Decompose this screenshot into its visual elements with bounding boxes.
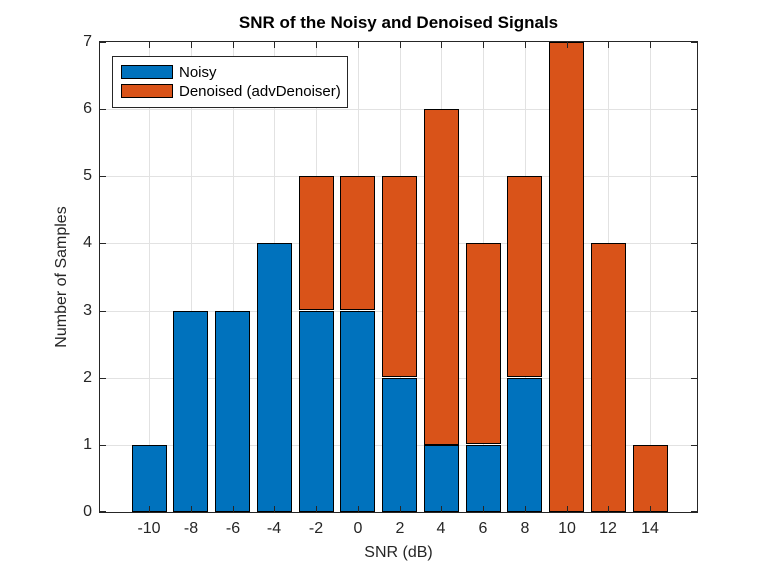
bar-noisy [299, 311, 334, 512]
x-tick-label: -2 [308, 520, 324, 537]
y-tick-mark [691, 511, 697, 512]
x-tick-label: 4 [436, 520, 446, 537]
y-tick-mark [691, 176, 697, 177]
y-tick-mark [691, 378, 697, 379]
x-tick-mark [191, 506, 192, 512]
x-tick-mark [316, 506, 317, 512]
x-tick-mark [233, 506, 234, 512]
bar-noisy [215, 311, 250, 512]
x-tick-label: 2 [395, 520, 405, 537]
bar-noisy [173, 311, 208, 512]
bar-denoised [633, 445, 668, 512]
x-tick-mark [358, 42, 359, 48]
y-tick-mark [100, 109, 106, 110]
x-tick-label: 6 [478, 520, 488, 537]
x-tick-label: 12 [599, 520, 617, 537]
bar-denoised [507, 176, 542, 377]
bar-noisy [257, 243, 292, 512]
x-tick-label: 0 [353, 520, 363, 537]
y-tick-mark [100, 311, 106, 312]
x-tick-mark [441, 42, 442, 48]
x-axis-label: SNR (dB) [364, 544, 433, 561]
x-tick-mark [608, 506, 609, 512]
y-tick-label: 3 [83, 302, 92, 319]
gridline-vertical [149, 42, 150, 512]
y-tick-mark [100, 511, 106, 512]
x-tick-mark [274, 42, 275, 48]
x-tick-label: -8 [183, 520, 199, 537]
legend-entry-denoised: Denoised (advDenoiser) [113, 82, 347, 100]
bar-denoised [591, 243, 626, 512]
x-tick-mark [316, 42, 317, 48]
x-tick-label: -10 [137, 520, 161, 537]
x-tick-mark [567, 42, 568, 48]
y-tick-label: 4 [83, 234, 92, 251]
gridline-vertical [233, 42, 234, 512]
y-tick-mark [691, 445, 697, 446]
y-tick-mark [100, 445, 106, 446]
y-tick-mark [100, 176, 106, 177]
y-tick-mark [100, 243, 106, 244]
x-tick-mark [358, 506, 359, 512]
legend-swatch-denoised-icon [121, 84, 173, 98]
x-tick-mark [149, 506, 150, 512]
x-tick-label: 14 [641, 520, 659, 537]
x-tick-mark [483, 42, 484, 48]
y-tick-label: 6 [83, 100, 92, 117]
y-tick-mark [691, 243, 697, 244]
x-tick-mark [567, 506, 568, 512]
bar-noisy [424, 445, 459, 512]
y-tick-mark [691, 311, 697, 312]
bar-denoised [299, 176, 334, 310]
x-tick-mark [650, 42, 651, 48]
y-axis-label: Number of Samples [53, 206, 70, 348]
bar-denoised [340, 176, 375, 310]
x-tick-label: -6 [225, 520, 241, 537]
bar-denoised [466, 243, 501, 444]
legend-swatch-noisy-icon [121, 65, 173, 79]
x-tick-label: 10 [558, 520, 576, 537]
y-tick-label: 0 [83, 503, 92, 520]
bar-noisy [132, 445, 167, 512]
bar-denoised [424, 109, 459, 445]
x-tick-mark [608, 42, 609, 48]
bar-noisy [507, 378, 542, 512]
x-tick-mark [400, 506, 401, 512]
x-tick-mark [149, 42, 150, 48]
y-tick-label: 1 [83, 436, 92, 453]
x-tick-mark [525, 42, 526, 48]
y-tick-label: 2 [83, 369, 92, 386]
x-tick-mark [400, 42, 401, 48]
gridline-vertical [191, 42, 192, 512]
x-tick-mark [274, 506, 275, 512]
x-tick-label: -4 [266, 520, 282, 537]
x-tick-mark [441, 506, 442, 512]
chart-title: SNR of the Noisy and Denoised Signals [238, 13, 559, 32]
plot-area: Noisy Denoised (advDenoiser) [99, 41, 698, 513]
gridline-vertical [650, 42, 651, 512]
x-tick-mark [650, 506, 651, 512]
bar-noisy [340, 311, 375, 512]
gridline-horizontal [100, 109, 697, 110]
y-tick-mark [100, 378, 106, 379]
x-tick-mark [483, 506, 484, 512]
bar-denoised [549, 42, 584, 512]
y-tick-mark [691, 109, 697, 110]
bar-denoised [382, 176, 417, 377]
bar-noisy [466, 445, 501, 512]
legend: Noisy Denoised (advDenoiser) [112, 56, 348, 108]
x-tick-mark [525, 506, 526, 512]
y-tick-mark [100, 42, 106, 43]
y-tick-mark [691, 42, 697, 43]
legend-label-noisy: Noisy [179, 63, 217, 81]
x-tick-label: 8 [520, 520, 530, 537]
y-tick-label: 7 [83, 33, 92, 50]
legend-entry-noisy: Noisy [113, 63, 347, 81]
x-tick-mark [191, 42, 192, 48]
bar-noisy [382, 378, 417, 512]
legend-label-denoised: Denoised (advDenoiser) [179, 82, 341, 100]
x-tick-mark [233, 42, 234, 48]
y-tick-label: 5 [83, 167, 92, 184]
